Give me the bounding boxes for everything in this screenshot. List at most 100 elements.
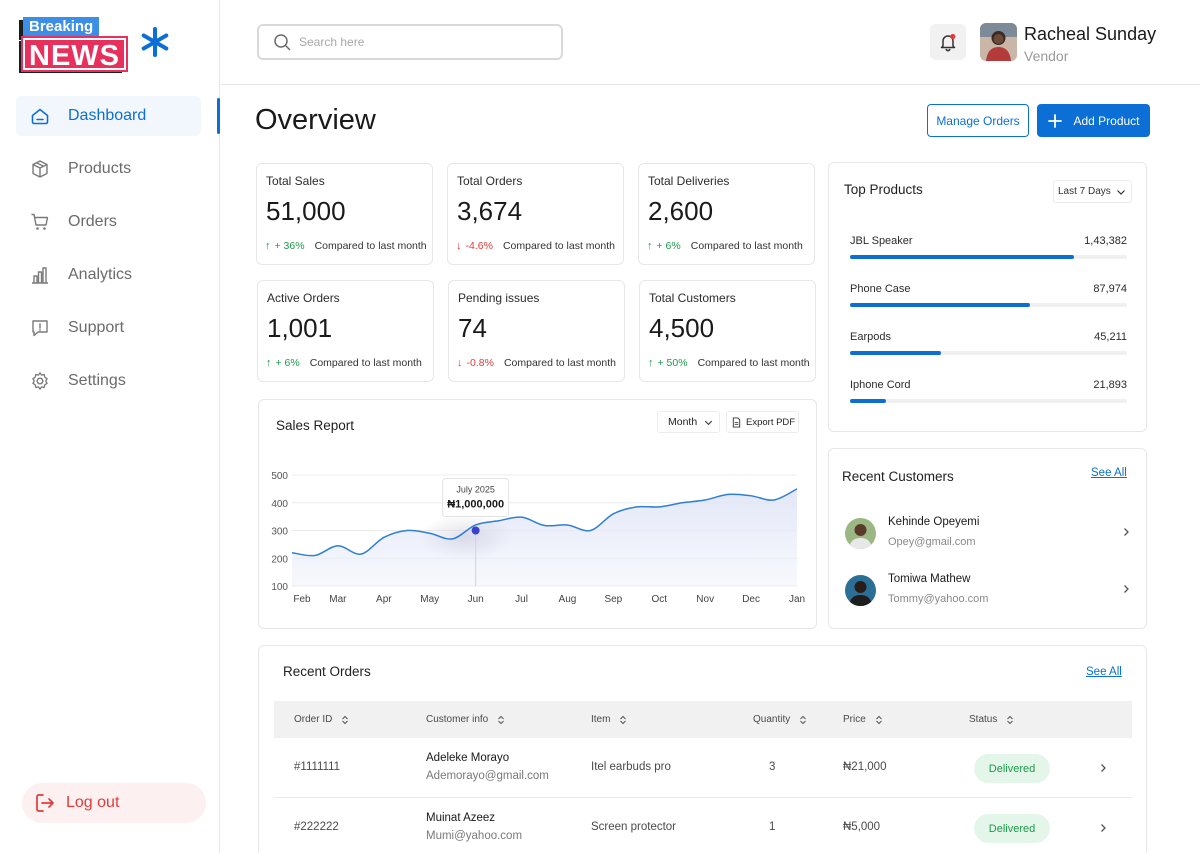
top-product-name: Earpods xyxy=(850,331,891,343)
order-item: Itel earbuds pro xyxy=(591,761,671,773)
brand-logo[interactable]: Breaking NEWS xyxy=(17,14,128,72)
stat-card-total-customers[interactable]: Total Customers 4,500 ↑ + 50% Compared to … xyxy=(639,280,816,382)
sidebar-item-label: Products xyxy=(68,160,132,177)
customer-item[interactable]: Tomiwa Mathew Tommy@yahoo.com xyxy=(845,573,1132,609)
sales-line xyxy=(291,488,798,557)
order-id: #1111111 xyxy=(294,761,341,773)
stat-label: Total Customers xyxy=(649,291,736,305)
gear-icon xyxy=(32,372,48,390)
sidebar-item-products[interactable]: Products xyxy=(16,149,220,189)
order-id: #222222 xyxy=(294,821,339,833)
sidebar-nav: Dashboard Products Orders Analytics Supp… xyxy=(16,96,220,414)
y-tick-label: 200 xyxy=(271,554,288,565)
sidebar-item-support[interactable]: Support xyxy=(16,308,220,348)
chevron-right-icon[interactable] xyxy=(1097,822,1109,834)
page-title: Overview xyxy=(255,104,376,136)
customer-email: Mumi@yahoo.com xyxy=(426,830,523,842)
top-product-value: 1,43,382 xyxy=(1084,235,1127,247)
add-product-label: Add Product xyxy=(1073,113,1140,128)
top-product-name: Phone Case xyxy=(850,283,911,295)
export-pdf-button[interactable]: Export PDF xyxy=(726,411,799,433)
range-select[interactable]: Last 7 Days xyxy=(1053,180,1132,203)
logout-button[interactable]: Log out xyxy=(22,783,206,823)
arrow-up-icon: ↑ xyxy=(266,357,272,369)
stat-change: + 36% xyxy=(274,240,305,252)
sidebar-item-label: Analytics xyxy=(68,266,133,283)
highlight-glow xyxy=(417,514,514,559)
customer-name: Kehinde Opeyemi xyxy=(888,516,980,528)
stat-label: Pending issues xyxy=(458,291,540,305)
top-product-item: Iphone Cord 21,893 xyxy=(850,379,1127,405)
stat-value: 1,001 xyxy=(267,313,333,343)
sort-icon xyxy=(620,715,627,724)
table-row[interactable]: #1111111 Adeleke Morayo Ademorayo@gmail.… xyxy=(274,738,1132,798)
top-products-title: Top Products xyxy=(844,182,923,197)
stat-card-total-orders[interactable]: Total Orders 3,674 ↓ -4.6% Compared to las… xyxy=(447,163,624,265)
period-select[interactable]: Month xyxy=(657,411,720,433)
sales-report-card: Sales Report Month Export PDF 500 400 300 2… xyxy=(258,399,817,629)
customer-item[interactable]: Kehinde Opeyemi Opey@gmail.com xyxy=(845,516,1132,552)
stat-trend: ↓ -0.8% Compared to last month xyxy=(457,357,616,369)
x-tick-label: Aug xyxy=(559,594,577,605)
sidebar-item-dashboard[interactable]: Dashboard xyxy=(16,96,220,136)
x-tick-label: Jul xyxy=(515,594,528,605)
sidebar-item-label: Orders xyxy=(68,213,117,230)
recent-customers-card: Recent Customers See All Kehinde Opeyemi… xyxy=(828,448,1147,629)
column-header-order-id[interactable]: Order ID xyxy=(294,714,350,725)
tooltip-value: ₦1,000,000 xyxy=(447,499,504,511)
manage-orders-button[interactable]: Manage Orders xyxy=(927,104,1029,137)
stat-card-total-sales[interactable]: Total Sales 51,000 ↑ + 36% Compared to las… xyxy=(256,163,433,265)
sidebar-item-orders[interactable]: Orders xyxy=(16,202,220,242)
sidebar: Breaking NEWS Dashboard Products Orders … xyxy=(0,0,220,853)
column-header-item[interactable]: Item xyxy=(591,714,628,725)
x-tick-label: Feb xyxy=(293,594,311,605)
stat-card-active-orders[interactable]: Active Orders 1,001 ↑ + 6% Compared to las… xyxy=(257,280,434,382)
column-header-customer-info[interactable]: Customer info xyxy=(426,714,506,725)
top-product-value: 21,893 xyxy=(1093,379,1127,391)
orders-see-all-link[interactable]: See All xyxy=(1086,666,1122,678)
user-avatar[interactable] xyxy=(980,23,1017,61)
column-header-status[interactable]: Status xyxy=(969,714,1015,725)
add-product-button[interactable]: Add Product xyxy=(1037,104,1150,137)
stat-compare: Compared to last month xyxy=(697,357,810,369)
table-row[interactable]: #222222 Muinat Azeez Mumi@yahoo.com Scre… xyxy=(274,798,1132,853)
stat-label: Total Deliveries xyxy=(648,174,730,188)
asterisk-icon[interactable] xyxy=(139,26,171,58)
top-product-value: 87,974 xyxy=(1093,283,1127,295)
logout-label: Log out xyxy=(66,794,120,811)
stat-card-total-deliveries[interactable]: Total Deliveries 2,600 ↑ + 6% Compared to … xyxy=(638,163,815,265)
tooltip-date: July 2025 xyxy=(456,485,495,495)
stat-card-pending-issues[interactable]: Pending issues 74 ↓ -0.8% Compared to last… xyxy=(448,280,625,382)
table-header: Order ID Customer info Item Quantity Pri… xyxy=(274,701,1132,738)
top-product-bar-fill xyxy=(850,351,942,355)
customer-avatar xyxy=(845,575,876,606)
customer-email: Opey@gmail.com xyxy=(888,536,976,548)
top-product-bar-fill xyxy=(850,303,1031,307)
column-header-quantity[interactable]: Quantity xyxy=(753,714,808,725)
sales-chart[interactable]: 500 400 300 200 100 Feb Mar Apr May Jun Jul Aug Sep O… xyxy=(259,400,815,627)
stat-change: + 6% xyxy=(275,357,300,369)
x-tick-label: Jan xyxy=(789,594,805,605)
customer-email: Tommy@yahoo.com xyxy=(888,593,989,605)
top-product-bar-track xyxy=(850,303,1127,307)
sales-area xyxy=(292,488,797,586)
order-item: Screen protector xyxy=(591,821,677,833)
search-input[interactable] xyxy=(299,35,539,49)
stat-label: Total Orders xyxy=(457,174,523,188)
sidebar-item-label: Support xyxy=(68,319,125,336)
order-price: ₦21,000 xyxy=(843,761,887,773)
chevron-right-icon[interactable] xyxy=(1097,762,1109,774)
sidebar-item-analytics[interactable]: Analytics xyxy=(16,255,220,295)
arrow-up-icon: ↑ xyxy=(648,357,654,369)
customers-see-all-link[interactable]: See All xyxy=(1091,467,1127,479)
search-box[interactable] xyxy=(257,24,563,60)
stat-value: 4,500 xyxy=(649,313,715,343)
arrow-up-icon: ↑ xyxy=(647,240,653,252)
top-product-item: Phone Case 87,974 xyxy=(850,283,1127,309)
column-header-price[interactable]: Price xyxy=(843,714,884,725)
stat-compare: Compared to last month xyxy=(502,240,615,252)
sidebar-item-settings[interactable]: Settings xyxy=(16,361,220,401)
x-tick-label: Jun xyxy=(468,594,484,605)
top-product-bar-track xyxy=(850,351,1127,355)
notifications-button[interactable] xyxy=(930,24,966,60)
